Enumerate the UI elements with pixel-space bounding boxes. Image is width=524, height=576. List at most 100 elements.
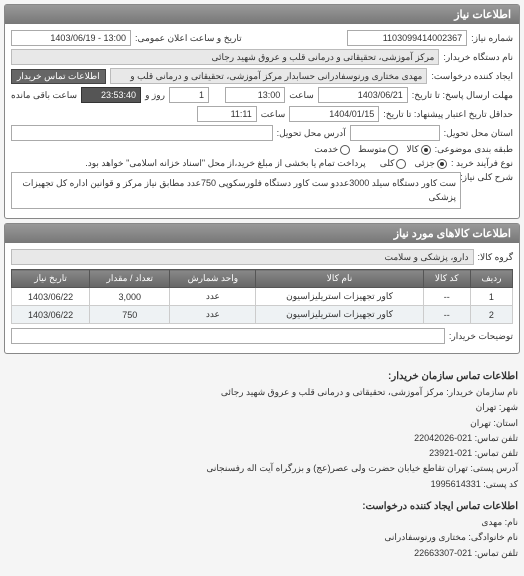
phone-label: تلفن تماس: [475,433,518,443]
pkg-radio-group: کالا متوسط خدمت [314,144,430,155]
col-code: کد کالا [423,270,470,288]
buyer-name-label: نام دستگاه خریدار: [443,52,513,63]
table-cell: عدد [170,306,256,324]
deadline-send-time-label: ساعت [289,90,314,101]
requester-field: مهدی مختاری ورنوسفادرانی حسابدار مرکز آم… [110,68,428,84]
contact-section2-title: اطلاعات تماس ایجاد کننده درخواست: [6,498,518,515]
contact-info-button[interactable]: اطلاعات تماس خریدار [11,69,106,84]
payment-note: پرداخت تمام یا بخشی از مبلغ خرید،از محل … [85,158,365,169]
desc-label: شرح کلی نیاز: [465,172,513,183]
validity-date: 1404/01/15 [289,106,379,122]
requester-label: ایجاد کننده درخواست: [431,71,513,82]
group-label: گروه کالا: [478,252,513,263]
table-cell: 750 [90,306,170,324]
request-number-field: 1103099414002367 [347,30,467,46]
desc-field: ست کاور دستگاه سیلد 3000عددو ست کاور دست… [11,172,461,209]
table-cell: 2 [470,306,512,324]
announce-label: تاریخ و ساعت اعلان عمومی: [135,33,242,44]
deadline-send-label: مهلت ارسال پاسخ: تا تاریخ: [412,90,513,101]
approval-radio-partial-label: جزئی [414,158,435,169]
col-date: تاریخ نیاز [12,270,90,288]
approval-radio-full-label: کلی [380,158,395,169]
fname: مهدی [481,517,502,527]
goods-header: اطلاعات کالاهای مورد نیاز [5,224,519,243]
lname: مختاری ورنوسفادرانی [384,532,466,542]
org-name: مرکز آموزشی، تحقیقاتی و درمانی قلب و عرو… [221,387,444,397]
buyer-notes-field [11,328,445,344]
contact-section: اطلاعات تماس سازمان خریدار: نام سازمان خ… [4,358,520,565]
table-cell: 3,000 [90,288,170,306]
goods-panel: اطلاعات کالاهای مورد نیاز گروه کالا: دار… [4,223,520,354]
validity-label: حداقل تاریخ اعتبار پیشنهاد: تا تاریخ: [383,109,513,120]
table-row: 1--کاور تجهیزات استریلیزاسیونعدد3,000140… [12,288,513,306]
col-qty: تعداد / مقدار [90,270,170,288]
fname-label: نام: [505,517,518,527]
delivery-addr-label: آدرس محل تحویل: [277,128,346,139]
pkg-label: طبقه بندی موضوعی: [435,144,513,155]
pkg-radio-mid-label: متوسط [358,144,386,155]
radio-dot-icon [396,159,406,169]
pkg-radio-all-label: کالا [406,144,418,155]
col-unit: واحد شمارش [170,270,256,288]
lname-label: نام خانوادگی: [468,532,518,542]
approval-radio-partial[interactable]: جزئی [414,158,447,169]
table-cell: -- [423,288,470,306]
table-cell: -- [423,306,470,324]
radio-dot-icon [437,159,447,169]
validity-time: 11:11 [197,106,257,122]
table-cell: 1403/06/22 [12,306,90,324]
phone: 021-22042026 [414,433,472,443]
table-cell: عدد [170,288,256,306]
panel-header: اطلاعات نیاز [5,5,519,24]
goods-body: گروه کالا: دارو، پزشکی و سلامت ردیف کد ک… [5,243,519,353]
col-name: نام کالا [256,270,423,288]
approval-label: نوع فرآیند خرید : [451,158,513,169]
col-rownum: ردیف [470,270,512,288]
info-panel: اطلاعات نیاز شماره نیاز: 110309941400236… [4,4,520,219]
state-label: استان محل تحویل: [444,128,513,139]
city-label: شهر: [499,402,518,412]
postal-addr: تهران تقاطع خیابان حضرت ولی عصر(عج) و بز… [206,463,468,473]
approval-radio-group: جزئی کلی [380,158,447,169]
validity-time-label: ساعت [261,109,286,120]
goods-table: ردیف کد کالا نام کالا واحد شمارش تعداد /… [11,269,513,324]
postal-addr-label: آدرس پستی: [470,463,518,473]
req-phone-label: تلفن تماس: [475,548,518,558]
table-header-row: ردیف کد کالا نام کالا واحد شمارش تعداد /… [12,270,513,288]
pkg-radio-all[interactable]: کالا [406,144,430,155]
table-cell: کاور تجهیزات استریلیزاسیون [256,306,423,324]
radio-dot-icon [421,145,431,155]
table-cell: 1403/06/22 [12,288,90,306]
buyer-name-field: مرکز آموزشی، تحقیقاتی و درمانی قلب و عرو… [11,49,439,65]
pkg-radio-khd-label: خدمت [314,144,338,155]
group-field: دارو، پزشکی و سلامت [11,249,474,265]
table-row: 2--کاور تجهیزات استریلیزاسیونعدد7501403/… [12,306,513,324]
radio-dot-icon [388,145,398,155]
remaining-days: 1 [169,87,209,103]
goods-table-wrap: ردیف کد کالا نام کالا واحد شمارش تعداد /… [11,269,513,324]
postal-code: 1995614331 [431,479,481,489]
remaining-time: 23:53:40 [81,87,141,103]
contact-section1-title: اطلاعات تماس سازمان خریدار: [6,368,518,385]
deadline-send-date: 1403/06/21 [318,87,408,103]
fax-label: تلفن تماس: [475,448,518,458]
announce-field: 13:00 - 1403/06/19 [11,30,131,46]
buyer-notes-label: توضیحات خریدار: [449,331,513,342]
req-phone: 021-22663307 [414,548,472,558]
org-name-label: نام سازمان خریدار: [446,387,518,397]
deadline-send-time: 13:00 [225,87,285,103]
remaining-suffix: ساعت باقی مانده [11,90,77,101]
pkg-radio-mid[interactable]: متوسط [358,144,398,155]
postal-code-label: کد پستی: [483,479,518,489]
state-field [350,125,440,141]
panel-body: شماره نیاز: 1103099414002367 تاریخ و ساع… [5,24,519,218]
table-cell: 1 [470,288,512,306]
fax: 021-23921 [429,448,472,458]
radio-dot-icon [340,145,350,155]
request-number-label: شماره نیاز: [471,33,513,44]
province: تهران [470,418,491,428]
pkg-radio-khd[interactable]: خدمت [314,144,350,155]
approval-radio-full[interactable]: کلی [380,158,407,169]
delivery-addr-field [11,125,273,141]
city: تهران [476,402,497,412]
